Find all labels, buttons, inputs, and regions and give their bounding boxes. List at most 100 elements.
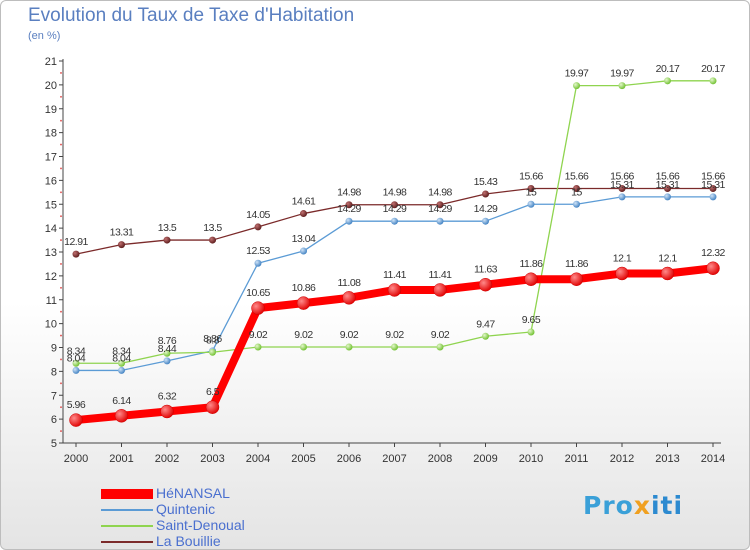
legend-swatch-henansal xyxy=(101,489,153,499)
data-label-henansal: 10.86 xyxy=(292,282,316,294)
data-label-la-bouillie: 13.31 xyxy=(110,227,134,239)
y-tick-label: 10 xyxy=(45,319,57,331)
data-point-saint-denoual xyxy=(709,77,717,85)
y-minor-tick xyxy=(60,239,62,241)
data-label-saint-denoual: 8.76 xyxy=(158,335,177,347)
data-point-saint-denoual xyxy=(391,343,398,351)
data-point-henansal xyxy=(342,291,356,305)
data-label-saint-denoual: 9.02 xyxy=(431,329,450,341)
data-label-quintenic: 8.04 xyxy=(112,352,131,364)
data-label-henansal: 11.41 xyxy=(429,269,453,281)
y-tick-label: 17 xyxy=(45,152,57,164)
data-label-henansal: 6.14 xyxy=(112,395,131,407)
data-point-quintenic xyxy=(254,259,262,267)
y-tick-label: 5 xyxy=(51,438,57,450)
data-label-saint-denoual: 9.65 xyxy=(522,314,541,326)
data-point-la-bouillie xyxy=(664,184,671,192)
y-minor-tick xyxy=(60,406,62,409)
data-label-la-bouillie: 14.61 xyxy=(292,196,316,208)
data-label-saint-denoual: 8.34 xyxy=(112,345,131,357)
data-label-quintenic: 15 xyxy=(571,186,582,198)
legend-label-quintenic: Quintenic xyxy=(156,501,216,517)
y-tick-label: 9 xyxy=(51,343,57,355)
data-label-henansal: 10.65 xyxy=(246,287,270,299)
data-point-henansal xyxy=(478,277,493,292)
x-tick-label: 2004 xyxy=(246,453,270,465)
data-point-saint-denoual xyxy=(300,343,307,351)
data-point-henansal xyxy=(706,261,720,275)
legend-swatch-quintenic xyxy=(101,509,153,511)
data-point-la-bouillie xyxy=(163,236,171,244)
data-point-saint-denoual xyxy=(482,332,489,340)
data-label-quintenic: 13.04 xyxy=(292,233,316,245)
x-tick-label: 2008 xyxy=(428,453,452,465)
x-tick-label: 2002 xyxy=(155,453,179,465)
data-point-la-bouillie xyxy=(618,184,626,192)
legend-label-la-bouillie: La Bouillie xyxy=(156,533,221,549)
data-label-saint-denoual: 8.8 xyxy=(206,334,220,346)
data-point-henansal xyxy=(569,272,584,286)
x-tick-label: 2014 xyxy=(701,453,725,465)
data-label-saint-denoual: 19.97 xyxy=(565,68,589,80)
data-label-henansal: 6.5 xyxy=(206,386,220,398)
data-label-saint-denoual: 20.17 xyxy=(656,63,680,75)
data-label-la-bouillie: 14.98 xyxy=(428,187,452,199)
y-tick-label: 14 xyxy=(45,223,57,235)
x-tick-label: 2010 xyxy=(519,453,543,465)
data-label-la-bouillie: 15.66 xyxy=(565,170,589,182)
data-label-la-bouillie: 15.66 xyxy=(610,170,634,182)
data-point-saint-denoual xyxy=(618,82,626,90)
y-tick-label: 8 xyxy=(51,366,57,378)
data-label-la-bouillie: 15.66 xyxy=(519,170,543,182)
y-minor-tick xyxy=(60,72,62,74)
y-minor-tick xyxy=(60,95,62,98)
data-point-henansal xyxy=(296,296,311,310)
data-point-quintenic xyxy=(345,217,353,225)
data-point-la-bouillie xyxy=(300,210,307,218)
data-point-quintenic xyxy=(482,217,489,225)
x-tick-label: 2001 xyxy=(109,453,133,465)
y-tick-label: 20 xyxy=(45,80,57,92)
data-point-quintenic xyxy=(664,193,671,201)
data-label-saint-denoual: 9.02 xyxy=(340,329,359,341)
data-label-saint-denoual: 8.34 xyxy=(67,345,86,357)
data-point-henansal xyxy=(660,266,675,281)
data-point-la-bouillie xyxy=(709,184,717,192)
data-label-quintenic: 15.31 xyxy=(701,179,725,191)
legend-swatch-la-bouillie xyxy=(101,541,153,543)
y-minor-tick xyxy=(60,191,62,194)
data-label-quintenic: 14.29 xyxy=(337,203,361,215)
y-tick-label: 19 xyxy=(45,104,57,116)
data-point-la-bouillie xyxy=(527,184,535,192)
y-tick-label: 11 xyxy=(46,295,57,307)
data-point-henansal xyxy=(524,272,538,286)
y-tick-label: 21 xyxy=(45,56,57,68)
data-point-quintenic xyxy=(527,200,535,208)
data-label-quintenic: 15.31 xyxy=(610,179,634,191)
data-point-henansal xyxy=(387,283,402,297)
data-point-saint-denoual xyxy=(72,359,80,367)
data-label-saint-denoual: 19.97 xyxy=(610,68,634,80)
data-point-saint-denoual xyxy=(209,348,216,356)
x-tick-label: 2006 xyxy=(337,453,361,465)
data-point-quintenic xyxy=(72,366,80,374)
data-point-henansal xyxy=(205,400,220,414)
logo-part-iti: iti xyxy=(650,491,684,520)
data-label-quintenic: 12.53 xyxy=(246,245,270,257)
data-label-henansal: 5.96 xyxy=(67,399,86,411)
data-point-la-bouillie xyxy=(254,223,262,231)
y-tick-label: 18 xyxy=(45,128,57,140)
data-point-saint-denoual xyxy=(436,343,444,351)
proxiti-logo: Proxiti xyxy=(583,491,683,520)
y-tick-label: 13 xyxy=(45,247,57,259)
data-label-henansal: 11.86 xyxy=(520,258,544,270)
x-tick-label: 2003 xyxy=(200,453,224,465)
x-tick-label: 2005 xyxy=(291,453,315,465)
data-label-henansal: 6.32 xyxy=(158,390,177,402)
y-minor-tick xyxy=(60,215,62,218)
data-label-la-bouillie: 14.98 xyxy=(337,187,361,199)
data-point-quintenic xyxy=(436,217,444,225)
data-point-la-bouillie xyxy=(436,201,444,209)
y-minor-tick xyxy=(60,310,62,313)
data-label-henansal: 11.41 xyxy=(383,269,407,281)
